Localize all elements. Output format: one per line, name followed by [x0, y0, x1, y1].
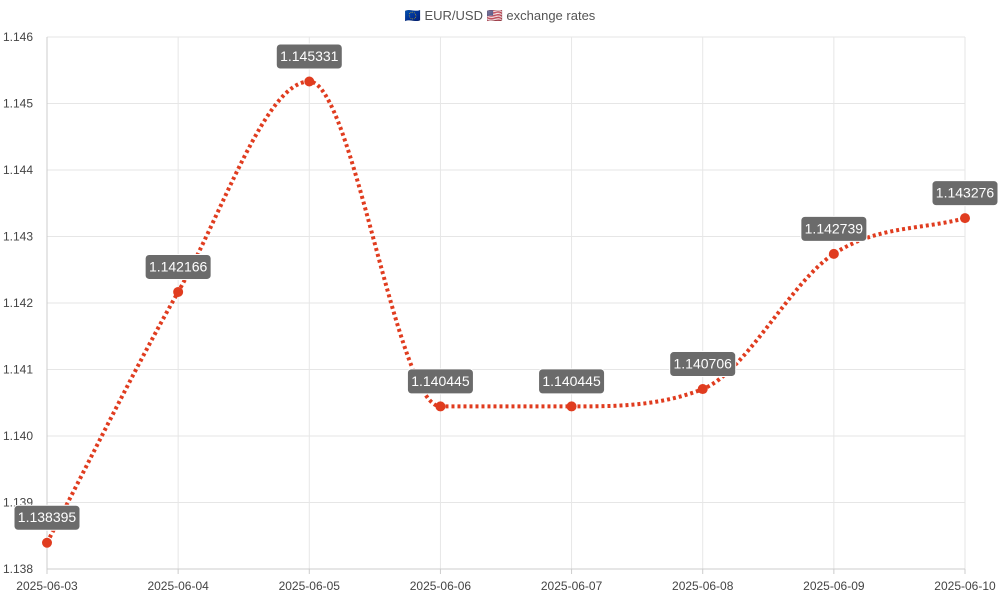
chart-title: 🇪🇺 EUR/USD 🇺🇸 exchange rates: [404, 8, 596, 23]
data-label-text: 1.140445: [411, 373, 470, 389]
data-label-text: 1.140445: [542, 373, 601, 389]
data-point: [304, 76, 315, 87]
data-point: [697, 384, 708, 395]
x-tick-label: 2025-06-03: [16, 579, 78, 593]
data-label-box: [13, 504, 81, 531]
data-label: 1.143276: [931, 180, 999, 207]
x-tick-label: 2025-06-06: [410, 579, 472, 593]
y-tick-label: 1.140: [3, 429, 33, 443]
data-point: [42, 537, 52, 548]
y-tick-label: 1.145: [3, 97, 33, 111]
y-tick-label: 1.143: [3, 230, 33, 244]
data-label-box: [275, 43, 343, 70]
data-point: [566, 401, 577, 412]
x-tick-label: 2025-06-08: [672, 579, 734, 593]
data-label-box: [406, 368, 474, 395]
data-label: 1.142166: [144, 253, 212, 280]
data-label-box: [931, 180, 999, 207]
x-tick-label: 2025-06-05: [279, 579, 341, 593]
data-label-text: 1.143276: [936, 185, 995, 201]
y-tick-label: 1.138: [3, 562, 33, 576]
x-tick-label: 2025-06-10: [934, 579, 996, 593]
data-label: 1.142739: [800, 215, 868, 242]
data-label: 1.138395: [13, 504, 81, 531]
data-label: 1.140445: [406, 368, 474, 395]
data-label: 1.145331: [275, 43, 343, 70]
data-label-box: [800, 215, 868, 242]
y-tick-label: 1.142: [3, 296, 33, 310]
data-label: 1.140445: [538, 368, 606, 395]
data-label-box: [144, 253, 212, 280]
data-point: [173, 286, 184, 297]
series-line: [45, 79, 966, 544]
x-tick-label: 2025-06-09: [803, 579, 865, 593]
data-label-text: 1.138395: [18, 509, 77, 525]
data-point: [960, 213, 970, 224]
data-point: [435, 401, 446, 412]
y-tick-label: 1.146: [3, 30, 33, 44]
data-label-text: 1.142739: [805, 220, 864, 236]
y-tick-label: 1.141: [3, 363, 33, 377]
x-tick-label: 2025-06-07: [541, 579, 603, 593]
data-label-box: [669, 351, 737, 378]
data-label-text: 1.142166: [149, 258, 208, 274]
data-label: 1.140706: [669, 351, 737, 378]
data-label-box: [538, 368, 606, 395]
x-tick-label: 2025-06-04: [147, 579, 209, 593]
data-label-text: 1.140706: [674, 356, 733, 372]
data-label-text: 1.145331: [280, 48, 339, 64]
data-point: [828, 248, 839, 259]
y-tick-label: 1.144: [3, 163, 33, 177]
